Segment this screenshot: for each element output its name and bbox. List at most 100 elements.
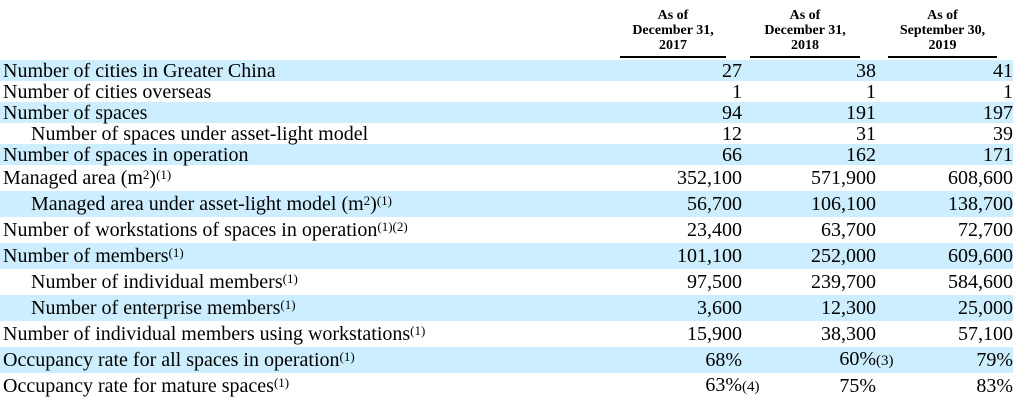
- cell-value: 609,600: [948, 245, 1013, 267]
- table-header: As of December 31, 2017 As of December 3…: [0, 8, 1013, 58]
- column-header-line: 2018: [791, 38, 819, 53]
- value-cell: 571,900: [742, 168, 876, 188]
- value-cell: 106,100: [742, 194, 876, 214]
- row-label: Number of workstations of spaces in oper…: [3, 219, 408, 241]
- footnote-superscript: (1): [376, 193, 392, 208]
- cell-value: 94: [722, 101, 742, 124]
- row-label: Number of individual members(1): [31, 271, 298, 293]
- column-header-line: 2017: [659, 38, 687, 53]
- cell-value: 66: [722, 143, 742, 166]
- footnote-superscript: (1): [282, 271, 298, 286]
- value-cell: 239,700: [742, 272, 876, 292]
- cell-value: 252,000: [811, 245, 876, 267]
- column-header-line: September 30,: [899, 23, 986, 38]
- row-label: Number of spaces: [3, 101, 148, 124]
- cell-value: 63%: [705, 374, 742, 396]
- cell-value: 162: [846, 143, 876, 166]
- table-row: Occupancy rate for mature spaces(1) 63%(4…: [0, 373, 1013, 399]
- value-cell: 79%: [876, 350, 1013, 370]
- value-cell: 1: [742, 82, 876, 102]
- table-row: Number of members(1) 101,100 252,000 609,60…: [0, 243, 1013, 269]
- value-cell: 27: [616, 61, 742, 81]
- cell-value: 68%: [705, 349, 742, 371]
- row-label: Number of cities overseas: [3, 80, 212, 103]
- value-cell: 63,700: [742, 220, 876, 240]
- table-row: Number of spaces in operation 66 162 171: [0, 144, 1013, 165]
- value-cell: 56,700: [616, 194, 742, 214]
- cell-value: 171: [983, 143, 1013, 166]
- value-cell: 352,100: [616, 168, 742, 188]
- row-label: Number of individual members using works…: [3, 323, 426, 345]
- cell-value: 83%: [976, 375, 1013, 397]
- value-cell: 3,600: [616, 298, 742, 318]
- cell-value: 584,600: [948, 271, 1013, 293]
- value-cell: 66: [616, 145, 742, 165]
- cell-value: 239,700: [811, 271, 876, 293]
- operating-metrics-table: As of December 31, 2017 As of December 3…: [0, 8, 1013, 399]
- table-row: Number of spaces under asset-light model…: [0, 123, 1013, 144]
- value-cell: 38: [742, 61, 876, 81]
- cell-value: 608,600: [948, 167, 1013, 189]
- table-row: Managed area under asset-light model (m2…: [0, 191, 1013, 217]
- value-cell: 608,600: [876, 168, 1013, 188]
- row-label: Number of spaces in operation: [3, 143, 249, 166]
- value-cell: 23,400: [616, 220, 742, 240]
- table-row: Number of cities overseas 1 1 1: [0, 81, 1013, 102]
- cell-value: 12: [722, 122, 742, 145]
- cell-value: 60%: [839, 348, 876, 370]
- cell-value: 571,900: [811, 167, 876, 189]
- cell-value: 75%: [839, 375, 876, 397]
- footnote-superscript: 2: [363, 193, 371, 208]
- table-row: Number of individual members(1) 97,500 239…: [0, 269, 1013, 295]
- cell-value: 97,500: [687, 271, 742, 293]
- value-cell: 72,700: [876, 220, 1013, 240]
- column-header-line: 2019: [928, 38, 957, 53]
- column-header-2017: As of December 31, 2017: [600, 8, 726, 58]
- value-cell: 197: [876, 103, 1013, 123]
- cell-value: 352,100: [677, 167, 742, 189]
- row-label: Number of spaces under asset-light model: [31, 122, 369, 145]
- footnote-superscript: (1): [280, 297, 296, 312]
- footnote-superscript: (1): [339, 349, 355, 364]
- value-cell: 41: [876, 61, 1013, 81]
- value-cell: 15,900: [616, 324, 742, 344]
- table-row: Number of cities in Greater China 27 38 41: [0, 60, 1013, 81]
- value-cell: 1: [876, 82, 1013, 102]
- row-label: Occupancy rate for mature spaces(1): [3, 375, 290, 397]
- value-cell: 97,500: [616, 272, 742, 292]
- value-cell: 101,100: [616, 246, 742, 266]
- cell-value: 12,300: [821, 297, 876, 319]
- value-cell: 25,000: [876, 298, 1013, 318]
- column-header-line: December 31,: [632, 23, 714, 38]
- value-cell: 191: [742, 103, 876, 123]
- value-cell: 12: [616, 124, 742, 144]
- value-cell: 75%: [742, 376, 876, 396]
- row-label: Number of enterprise members(1): [31, 297, 296, 319]
- row-label: Number of members(1): [3, 245, 184, 267]
- value-cell: 68%: [616, 350, 742, 370]
- table-body: Number of cities in Greater China 27 38 41 N…: [0, 60, 1013, 399]
- cell-value: 1: [866, 80, 876, 103]
- column-header-line: As of: [927, 8, 958, 23]
- value-cell: 63%(4): [705, 374, 760, 396]
- table-row: Managed area (m2)(1) 352,100 571,900 608,60…: [0, 165, 1013, 191]
- value-cell: 171: [876, 145, 1013, 165]
- footnote-superscript: 2: [142, 167, 150, 182]
- column-header-line: As of: [657, 8, 689, 23]
- footnote-superscript: (1)(2): [377, 219, 408, 234]
- value-cell: 31: [742, 124, 876, 144]
- table-row: Number of spaces 94 191 197: [0, 102, 1013, 123]
- value-cell: 252,000: [742, 246, 876, 266]
- value-cell: 138,700: [876, 194, 1013, 214]
- row-label: Managed area under asset-light model (m2…: [31, 193, 392, 215]
- cell-value: 1: [1003, 80, 1013, 103]
- cell-value: 3,600: [697, 297, 742, 319]
- cell-value: 38,300: [821, 323, 876, 345]
- value-cell: 39: [876, 124, 1013, 144]
- row-label: Occupancy rate for all spaces in operati…: [3, 349, 355, 371]
- column-header-line: As of: [789, 8, 821, 23]
- value-cell: 94: [616, 103, 742, 123]
- cell-value: 138,700: [948, 193, 1013, 215]
- cell-value: 56,700: [687, 193, 742, 215]
